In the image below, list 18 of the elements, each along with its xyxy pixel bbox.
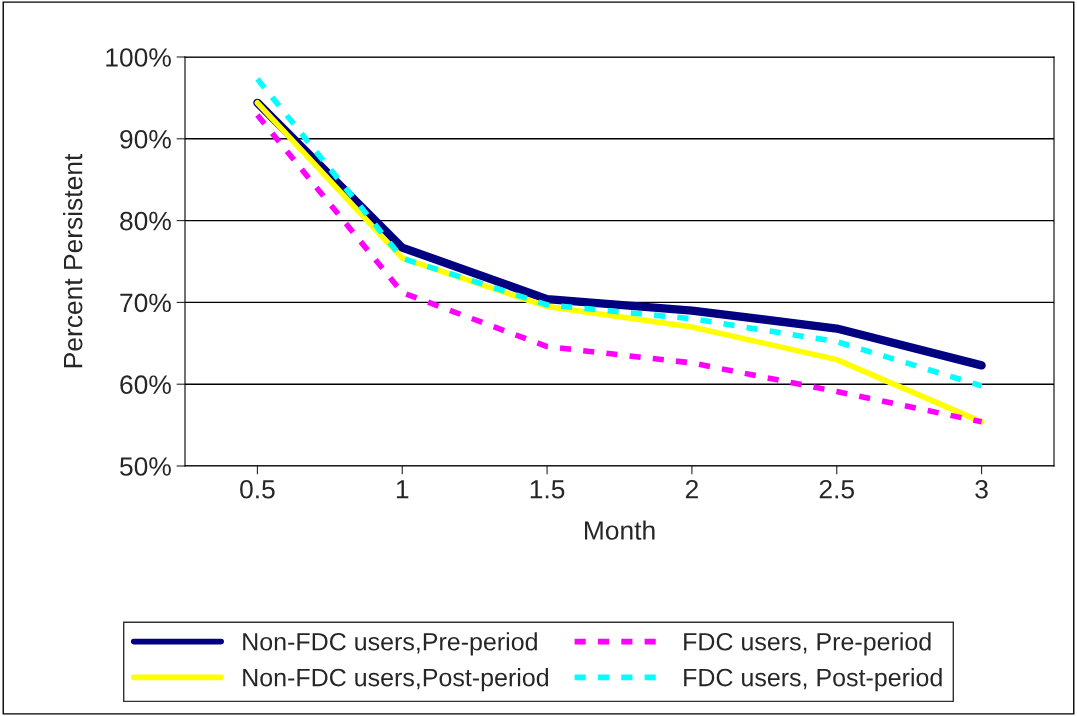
y-tick-label: 90% <box>120 129 171 149</box>
x-tick-label: 2.5 <box>819 479 854 499</box>
x-tick-label: 1.5 <box>530 480 565 499</box>
y-tick-label: 50% <box>120 457 171 476</box>
x-tick-label: 3 <box>975 479 988 499</box>
x-tick-label: 0.5 <box>240 479 275 499</box>
x-axis-title: Month <box>585 520 655 540</box>
legend-label: FDC users, Pre-period <box>684 632 931 656</box>
x-tick-label: 2 <box>685 479 698 499</box>
y-tick-label: 70% <box>120 293 171 313</box>
legend-label: FDC users, Post-period <box>684 668 942 692</box>
y-tick-label: 80% <box>120 211 171 231</box>
legend-label: Non-FDC users,Pre-period <box>243 632 537 656</box>
y-tick-label: 60% <box>120 375 171 395</box>
y-tick-label: 100% <box>106 48 171 67</box>
y-axis-title: Percent Persistent <box>63 153 83 368</box>
legend-label: Non-FDC users,Post-period <box>243 668 549 692</box>
x-tick-label: 1 <box>396 480 409 499</box>
